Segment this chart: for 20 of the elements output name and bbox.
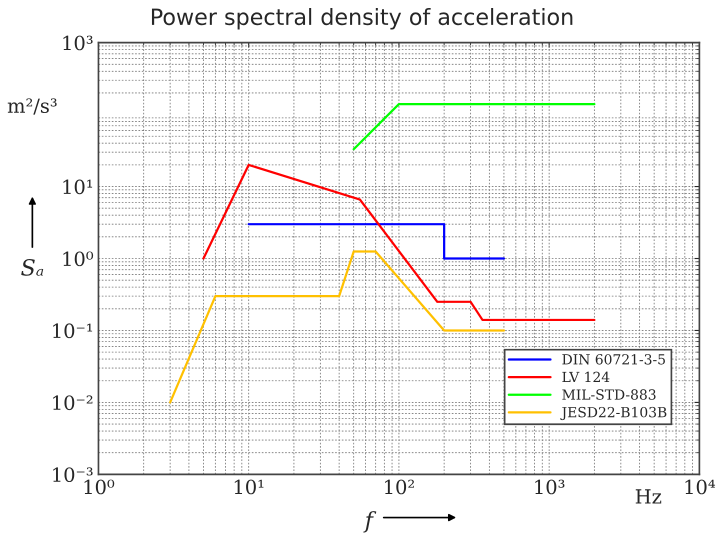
y-tick-label: 10⁻³	[53, 467, 93, 482]
y-axis-title: Sₐ	[21, 258, 44, 276]
legend-label: DIN 60721-3-5	[562, 354, 665, 365]
x-tick-label: 10⁰	[84, 480, 114, 494]
text: m²/s³	[8, 98, 57, 115]
x-axis-title: f	[363, 511, 376, 533]
legend-label: LV 124	[562, 372, 610, 382]
x-tick-label: 10⁴	[685, 480, 716, 494]
y-tick-label: 10⁻²	[53, 395, 92, 410]
x-tick-label: 10²	[385, 480, 414, 494]
chart-title: Power spectral density of acceleration	[152, 8, 572, 30]
y-tick-label: 10⁰	[63, 251, 94, 266]
legend-label: MIL-STD-883	[562, 389, 656, 400]
y-tick-label: 10¹	[63, 180, 92, 194]
x-tick-label: 10¹	[234, 480, 264, 494]
y-tick-label: 10⁻¹	[53, 323, 92, 338]
legend-label: JESD22-B103B	[560, 406, 666, 420]
x-tick-label: 10³	[535, 480, 564, 494]
y-tick-label: 10³	[63, 36, 93, 50]
text: Hz	[636, 489, 662, 504]
